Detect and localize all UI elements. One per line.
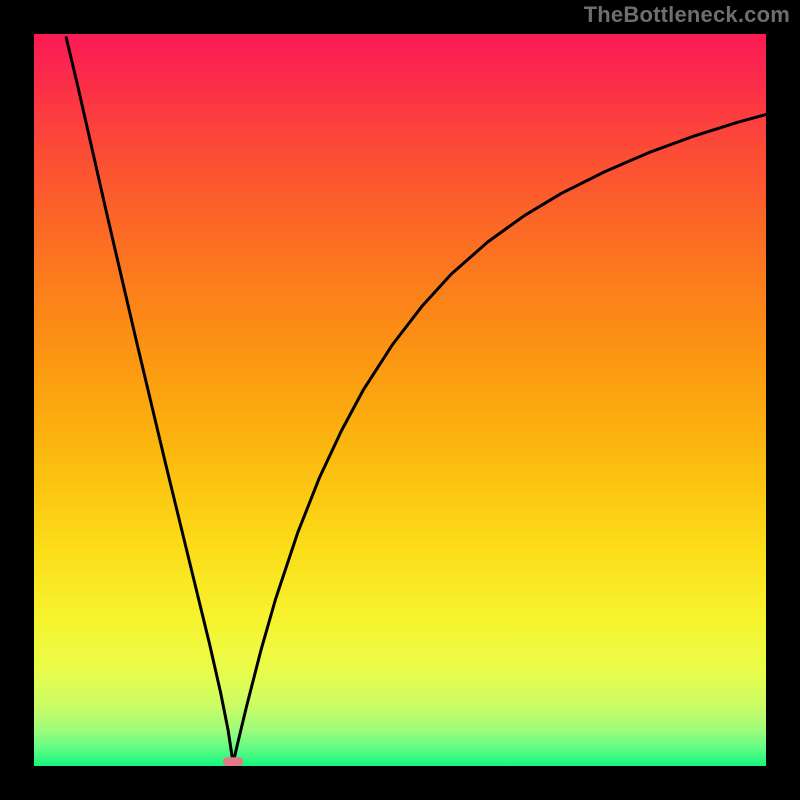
minimum-marker	[223, 757, 243, 766]
watermark-text: TheBottleneck.com	[584, 2, 790, 28]
plot-background	[34, 34, 766, 766]
bottleneck-chart	[0, 0, 800, 800]
chart-container: TheBottleneck.com	[0, 0, 800, 800]
